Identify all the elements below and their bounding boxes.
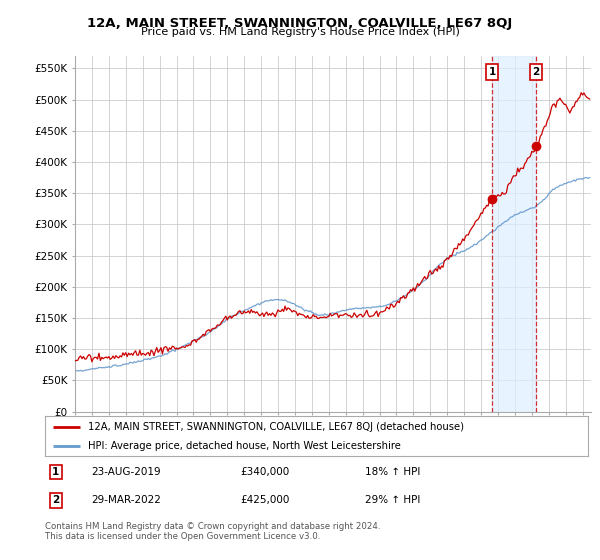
Text: 29% ↑ HPI: 29% ↑ HPI <box>365 496 421 505</box>
Text: HPI: Average price, detached house, North West Leicestershire: HPI: Average price, detached house, Nort… <box>88 441 401 450</box>
Text: Contains HM Land Registry data © Crown copyright and database right 2024.
This d: Contains HM Land Registry data © Crown c… <box>45 522 380 542</box>
Text: 12A, MAIN STREET, SWANNINGTON, COALVILLE, LE67 8QJ (detached house): 12A, MAIN STREET, SWANNINGTON, COALVILLE… <box>88 422 464 432</box>
Text: 23-AUG-2019: 23-AUG-2019 <box>91 467 161 477</box>
Text: £425,000: £425,000 <box>241 496 290 505</box>
Text: 2: 2 <box>532 67 539 77</box>
Text: Price paid vs. HM Land Registry's House Price Index (HPI): Price paid vs. HM Land Registry's House … <box>140 27 460 37</box>
Text: 29-MAR-2022: 29-MAR-2022 <box>91 496 161 505</box>
Text: 12A, MAIN STREET, SWANNINGTON, COALVILLE, LE67 8QJ: 12A, MAIN STREET, SWANNINGTON, COALVILLE… <box>88 17 512 30</box>
Text: £340,000: £340,000 <box>241 467 290 477</box>
Text: 18% ↑ HPI: 18% ↑ HPI <box>365 467 421 477</box>
Text: 1: 1 <box>52 467 59 477</box>
Text: 2: 2 <box>52 496 59 505</box>
Bar <box>492 56 536 412</box>
Text: 1: 1 <box>488 67 496 77</box>
